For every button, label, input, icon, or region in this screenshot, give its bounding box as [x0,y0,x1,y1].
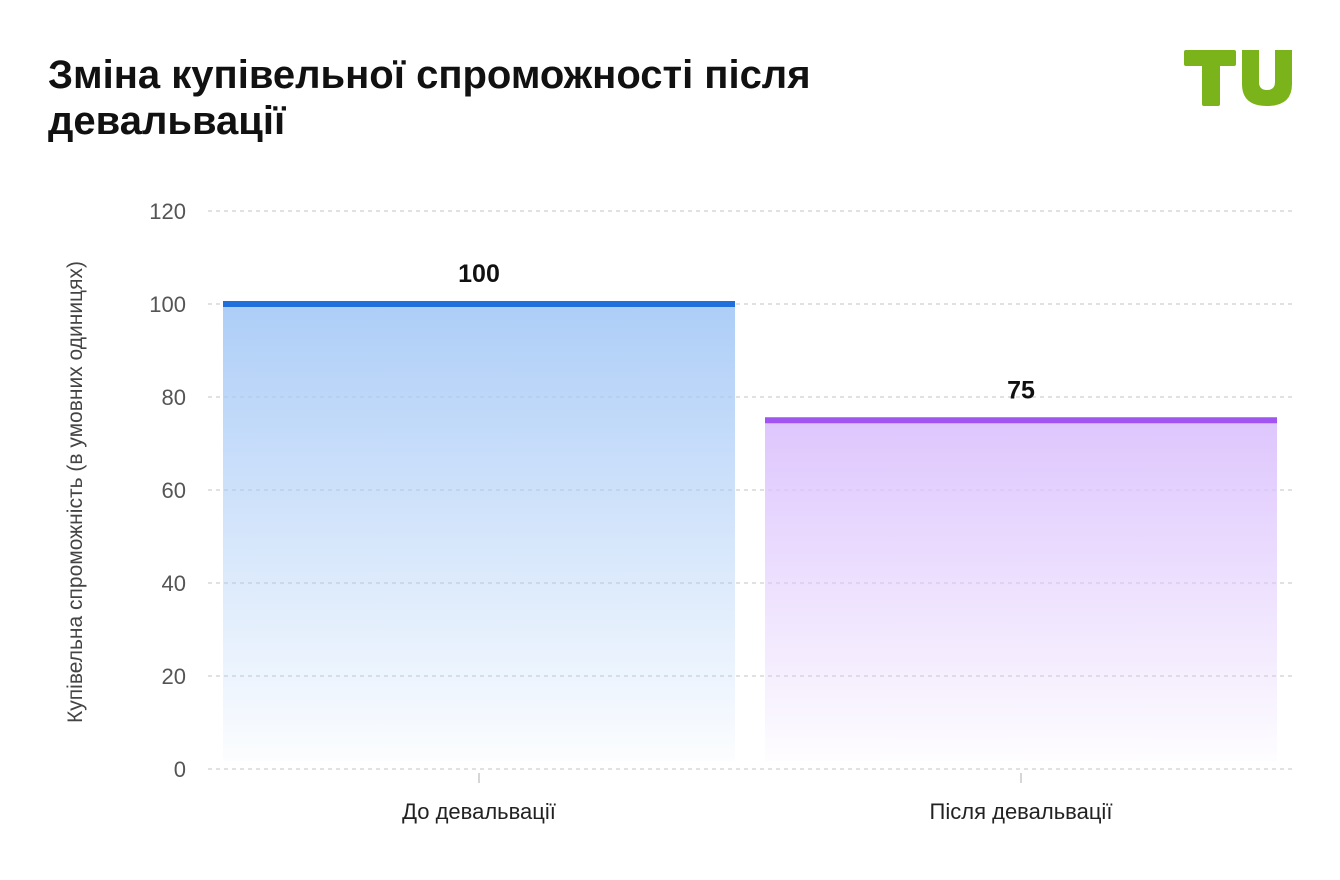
y-tick-label: 120 [149,199,186,224]
bar-1 [223,304,735,761]
y-tick-label: 40 [162,571,186,596]
data-labels: 100 75 [458,260,1035,404]
data-label-2: 75 [1007,376,1035,404]
y-tick-label: 80 [162,385,186,410]
x-axis-ticks: До девальвації Після девальвації [402,773,1112,824]
y-tick-label: 20 [162,664,186,689]
x-tick-label-2: Після девальвації [930,799,1113,824]
tu-logo-icon [1184,50,1292,106]
bar-top-line-1 [223,301,735,307]
bar-2 [765,420,1277,761]
y-tick-label: 100 [149,292,186,317]
y-axis-title: Купівельна спроможність (в умовних одини… [64,261,87,723]
bar-top-line-2 [765,417,1277,424]
x-tick-label-1: До девальвації [402,799,556,824]
page-title: Зміна купівельної спроможності після дев… [48,53,811,143]
y-tick-label: 60 [162,478,186,503]
y-axis-ticks: 0 20 40 60 80 100 120 [149,199,186,782]
data-label-1: 100 [458,260,500,288]
y-tick-label: 0 [174,757,186,782]
bars [223,301,1277,761]
